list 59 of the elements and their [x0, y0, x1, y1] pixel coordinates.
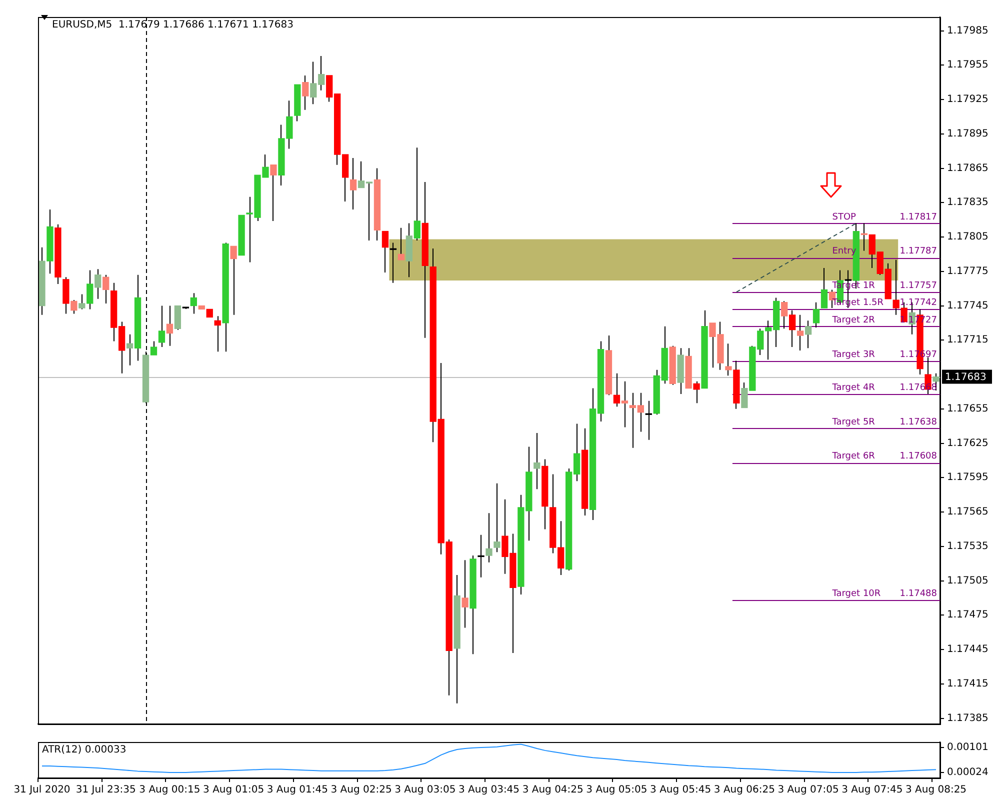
x-tick-label: 31 Jul 23:35: [76, 784, 136, 796]
x-tick-label: 3 Aug 03:45: [458, 784, 520, 796]
chart-title: EURUSD,M5 1.17679 1.17686 1.17671 1.17683: [52, 20, 294, 31]
x-tick-label: 3 Aug 07:45: [842, 784, 903, 796]
y-tick-label: 1.17535: [947, 540, 988, 552]
y-tick-label: 1.17955: [947, 60, 988, 71]
annotation: 1.17757: [900, 281, 937, 292]
y-tick-label: 1.17925: [947, 94, 988, 106]
x-tick-label: 3 Aug 05:45: [650, 784, 712, 796]
y-tick-label: 1.17775: [947, 266, 988, 277]
chart-title: ATR(12) 0.00033: [42, 744, 126, 756]
y-tick-label: 1.17625: [947, 438, 988, 449]
ref-line-label: 1.17683: [945, 372, 986, 383]
ref-line-label: Target 6R: [831, 452, 875, 462]
y-tick-label: 1.17475: [947, 610, 988, 621]
ref-line-label: Target 2R: [831, 315, 875, 326]
x-tick-label: 3 Aug 06:25: [714, 784, 775, 796]
y-tick-label: 1.17505: [947, 575, 988, 586]
y-tick-label: 1.17415: [947, 678, 988, 690]
ref-line-label: Target 4R: [831, 382, 875, 393]
x-tick-label: 3 Aug 08:25: [905, 784, 967, 796]
y-tick-label: 1.17865: [947, 162, 988, 174]
candlestick: [494, 483, 500, 552]
y-tick-label: 1.17445: [947, 644, 988, 656]
x-tick-label: 31 Jul 2020: [14, 784, 70, 796]
ref-line-label: Target 3R: [831, 350, 875, 360]
y-tick-label: 1.17745: [947, 300, 988, 312]
candlestick: [860, 223, 868, 251]
y-tick-label: 1.17655: [947, 403, 988, 414]
y-tick-label: 0.00024: [947, 767, 988, 778]
y-tick-label: 0.00101: [947, 742, 988, 754]
x-tick-label: 3 Aug 07:05: [778, 784, 839, 796]
annotation: 1.17727: [900, 315, 937, 326]
y-tick-label: 1.17595: [947, 472, 988, 484]
x-tick-label: 3 Aug 02:25: [330, 784, 392, 796]
x-tick-label: 3 Aug 01:45: [266, 784, 328, 796]
y-tick-label: 1.17985: [947, 25, 988, 36]
annotation: 1.17488: [900, 589, 938, 600]
y-tick-label: 1.17715: [947, 334, 988, 346]
y-tick-label: 1.17895: [947, 128, 988, 140]
y-tick-label: 1.17385: [947, 712, 988, 724]
annotation: 1.17817: [900, 212, 937, 222]
ref-line-label: Target 5R: [831, 417, 875, 428]
ref-line-label: Target 10R: [831, 589, 881, 600]
x-tick-label: 3 Aug 03:05: [394, 784, 456, 796]
x-tick-label: 3 Aug 04:25: [522, 784, 584, 796]
y-tick-label: 1.17805: [947, 232, 988, 243]
x-tick-label: 3 Aug 01:05: [203, 784, 264, 796]
x-tick-label: 3 Aug 05:05: [586, 784, 648, 796]
annotation: 1.17742: [900, 298, 937, 308]
x-tick-label: 3 Aug 00:15: [139, 784, 200, 796]
candlestick: [621, 381, 628, 428]
ref-line-label: STOP: [832, 212, 857, 222]
annotation: 1.17638: [900, 417, 938, 428]
y-tick-label: 1.17835: [947, 197, 988, 208]
y-tick-label: 1.17565: [947, 506, 988, 518]
candlestick: [478, 534, 484, 578]
annotation: 1.17787: [900, 246, 937, 257]
annotation: 1.17608: [900, 452, 938, 462]
